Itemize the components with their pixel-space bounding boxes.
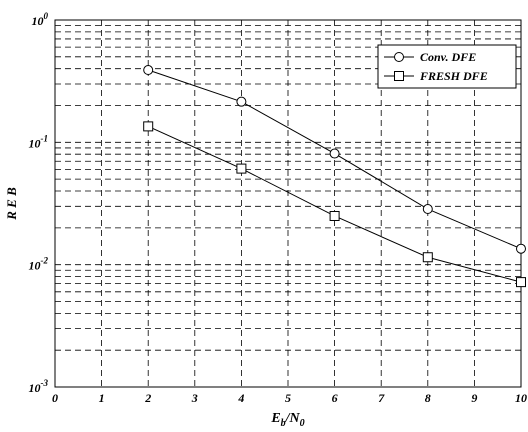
data-point-circle (422, 204, 433, 215)
x-tick-label: 9 (471, 391, 477, 405)
data-point-circle (143, 65, 154, 76)
data-point-circle (329, 148, 340, 159)
legend: Conv. DFE FRESH DFE (377, 44, 517, 89)
x-axis-label: Eb/N0 (270, 411, 304, 429)
y-tick-label: 10-3 (29, 378, 49, 395)
series-0 (143, 65, 526, 254)
series-layer (143, 65, 526, 288)
y-tick-label: 100 (32, 11, 49, 28)
legend-label: FRESH DFE (419, 69, 488, 83)
x-tick-label: 4 (237, 391, 244, 405)
y-tick-label: 10-1 (29, 133, 49, 150)
y-axis-label: R E B (4, 187, 19, 221)
data-point-square (394, 71, 404, 81)
data-point-square (329, 210, 340, 221)
x-tick-label: 2 (144, 391, 151, 405)
y-tick-labels: 100 10-1 10-2 10-3 (29, 11, 49, 395)
x-tick-label: 3 (191, 391, 198, 405)
legend-label: Conv. DFE (420, 50, 476, 64)
x-tick-label: 8 (425, 391, 431, 405)
x-tick-label: 1 (99, 391, 105, 405)
data-point-square (236, 163, 247, 174)
x-tick-labels: 0 1 2 3 4 5 6 7 8 9 10 (52, 391, 527, 405)
x-tick-label: 6 (332, 391, 338, 405)
x-tick-label: 7 (378, 391, 385, 405)
data-point-square (422, 252, 433, 263)
data-point-square (143, 121, 154, 132)
x-tick-label: 5 (285, 391, 291, 405)
y-tick-label: 10-2 (29, 256, 49, 273)
data-point-square (516, 277, 526, 288)
data-point-circle (394, 52, 404, 62)
plot-frame (54, 19, 522, 388)
data-point-circle (516, 243, 526, 254)
data-point-circle (236, 96, 247, 107)
series-1 (143, 121, 526, 288)
x-tick-label: 0 (52, 391, 58, 405)
x-tick-label: 10 (515, 391, 527, 405)
grid-lines (55, 20, 521, 387)
